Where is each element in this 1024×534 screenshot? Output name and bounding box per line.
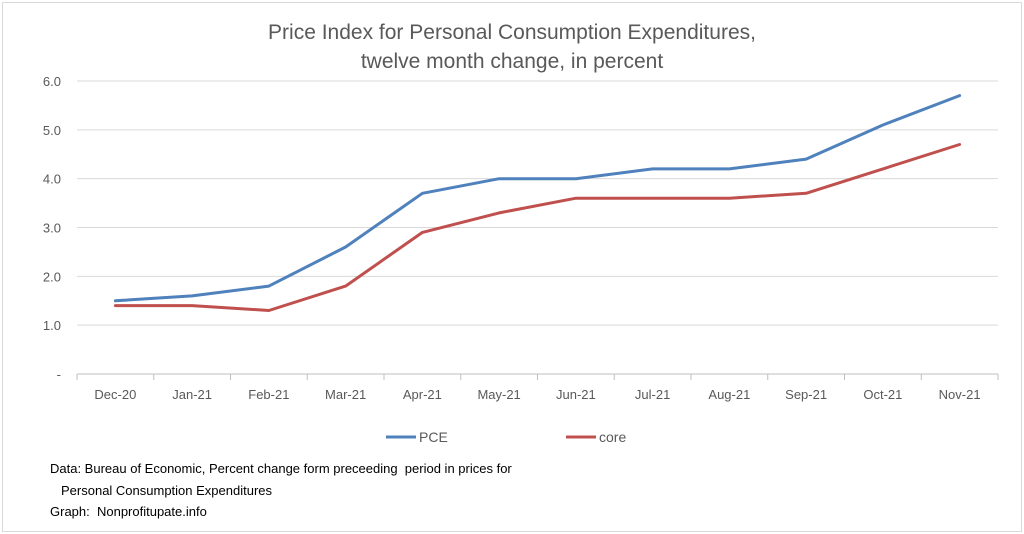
- x-tick-label: Aug-21: [708, 387, 750, 402]
- x-tick-label: Jan-21: [172, 387, 212, 402]
- source-note-line-1: Data: Bureau of Economic, Percent change…: [50, 461, 512, 476]
- axes: - 1.0 2.0 3.0 4.0 5.0 6.0 Dec-20 Jan-21 Feb-21 Mar…: [43, 74, 999, 402]
- x-tick-label: Dec-20: [94, 387, 136, 402]
- series-lines: [113, 94, 962, 312]
- legend-label-pce: PCE: [419, 429, 448, 445]
- x-tick-label: Nov-21: [939, 387, 981, 402]
- series-line-core: [113, 143, 962, 312]
- gridlines: [77, 80, 998, 326]
- y-tick-label: 5.0: [43, 123, 61, 138]
- x-tick-label: Oct-21: [863, 387, 902, 402]
- series-line-pce: [113, 94, 962, 303]
- y-tick-label: -: [57, 367, 61, 382]
- y-tick-label: 2.0: [43, 269, 61, 284]
- y-tick-label: 1.0: [43, 318, 61, 333]
- x-tick-label: May-21: [477, 387, 520, 402]
- y-tick-label: 4.0: [43, 172, 61, 187]
- x-tick-label: Feb-21: [248, 387, 289, 402]
- x-tick-label: Apr-21: [403, 387, 442, 402]
- chart-title-line-1: Price Index for Personal Consumption Exp…: [268, 21, 756, 44]
- x-tick-label: Jun-21: [556, 387, 596, 402]
- graph-credit: Graph: Nonprofitupate.info: [50, 504, 207, 519]
- chart-title-line-2: twelve month change, in percent: [361, 50, 664, 73]
- legend: PCE core: [386, 429, 626, 445]
- x-tick-label: Sep-21: [785, 387, 827, 402]
- legend-label-core: core: [599, 429, 626, 445]
- y-tick-label: 3.0: [43, 221, 61, 236]
- x-tick-label: Jul-21: [635, 387, 670, 402]
- x-tick-label: Mar-21: [325, 387, 366, 402]
- source-note-line-2: Personal Consumption Expenditures: [61, 483, 273, 498]
- y-tick-label: 6.0: [43, 74, 61, 89]
